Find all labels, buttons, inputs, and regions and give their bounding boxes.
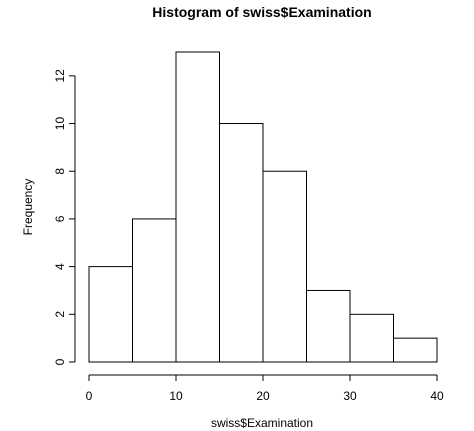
x-axis-label: swiss$Examination (211, 416, 313, 430)
y-tick-label-1: 2 (53, 311, 67, 318)
y-tick-label-6: 12 (53, 69, 67, 83)
y-axis: 0 2 4 6 8 10 12 (53, 69, 76, 365)
x-tick-label-2: 20 (256, 389, 270, 403)
histogram-bar-7 (393, 337, 438, 363)
y-tick-label-3: 6 (53, 215, 67, 222)
histogram-bar-6 (349, 313, 394, 363)
histogram-bar-0 (88, 266, 133, 363)
y-tick-label-5: 10 (53, 117, 67, 131)
x-tick-label-0: 0 (86, 389, 93, 403)
x-axis: 0 10 20 30 40 (86, 374, 444, 403)
histogram-bar-1 (132, 218, 177, 363)
histogram-bar-4 (262, 170, 307, 363)
y-tick-label-4: 8 (53, 168, 67, 175)
histogram-bar-2 (175, 51, 220, 363)
y-tick-label-0: 0 (53, 358, 67, 365)
chart-title: Histogram of swiss$Examination (152, 4, 371, 20)
y-axis-label: Frequency (21, 179, 35, 236)
y-tick-label-2: 4 (53, 263, 67, 270)
x-tick-label-1: 10 (169, 389, 183, 403)
x-tick-label-3: 30 (343, 389, 357, 403)
x-tick-label-4: 40 (430, 389, 444, 403)
histogram-bar-5 (306, 289, 351, 363)
bars-group (88, 51, 438, 363)
histogram-bar-3 (219, 123, 264, 363)
